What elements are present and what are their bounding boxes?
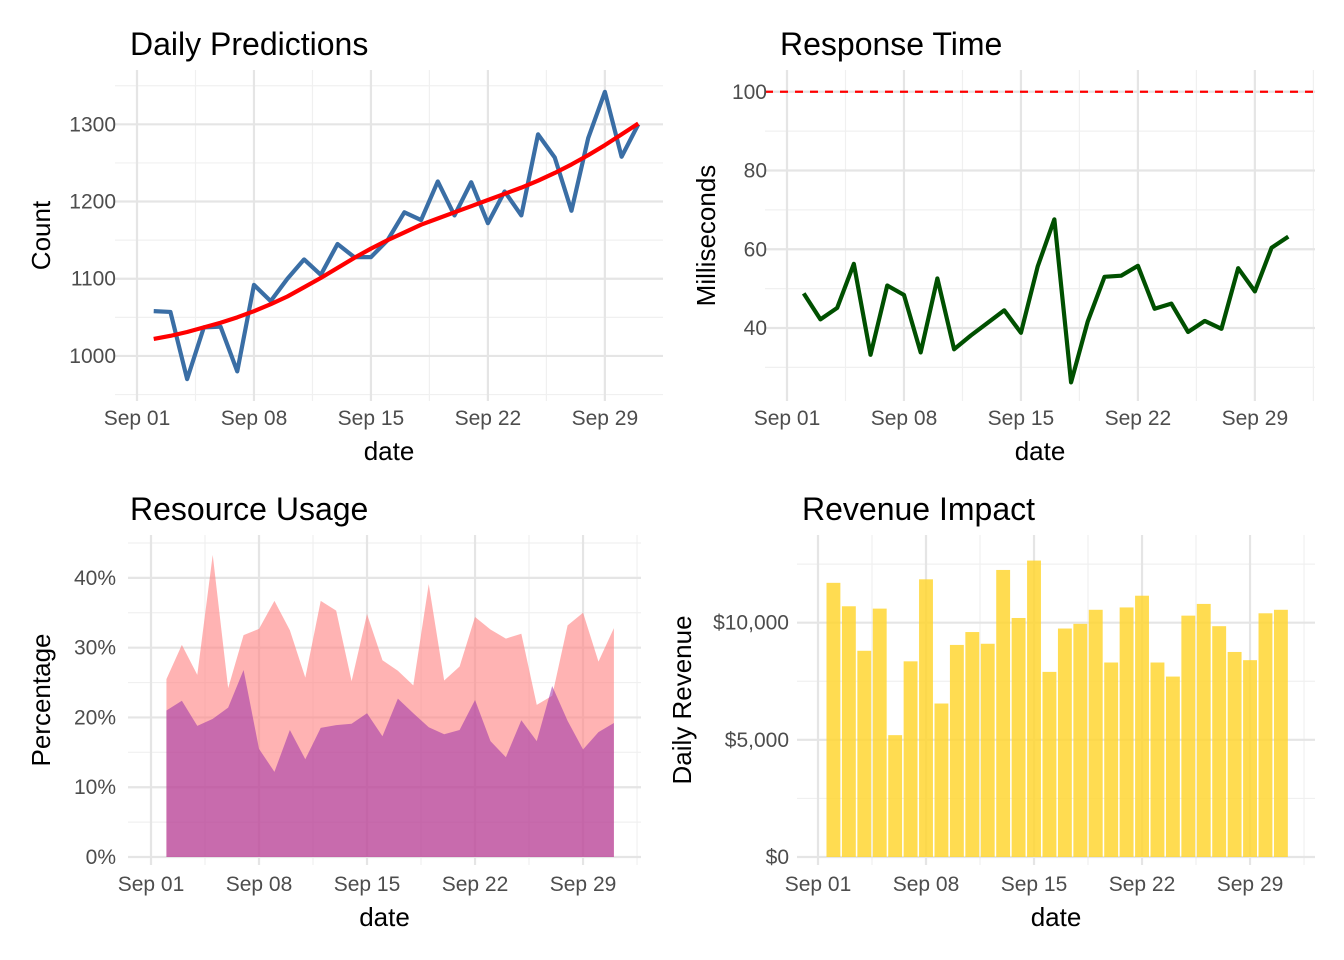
revenue-bar: [1119, 607, 1134, 857]
revenue-bar: [949, 644, 964, 857]
x-tick-label: Sep 15: [1001, 873, 1068, 896]
x-tick-label: Sep 29: [1217, 873, 1284, 896]
x-tick-label: Sep 08: [226, 873, 293, 896]
y-tick-label: 10%: [74, 776, 116, 799]
revenue-bar: [1227, 651, 1242, 857]
revenue-bar: [841, 606, 856, 857]
y-axis-label: Daily Revenue: [667, 615, 697, 784]
revenue-bar: [888, 735, 903, 857]
revenue-bar: [903, 661, 918, 857]
chart-title: Revenue Impact: [802, 491, 1035, 527]
x-tick-label: Sep 29: [1222, 407, 1289, 430]
revenue-bar: [1057, 628, 1072, 857]
chart-title: Response Time: [780, 26, 1002, 62]
revenue-bar: [919, 579, 933, 857]
revenue-bar: [1258, 613, 1273, 857]
revenue-bar: [1042, 671, 1057, 857]
revenue-bar: [996, 569, 1011, 857]
x-tick-label: Sep 22: [442, 873, 509, 896]
y-tick-label: 100: [732, 81, 767, 104]
chart-title: Resource Usage: [130, 491, 368, 527]
memory-area: [166, 670, 614, 857]
revenue-bar: [1196, 603, 1211, 857]
trend-line: [153, 121, 640, 342]
x-tick-label: Sep 22: [1105, 407, 1172, 430]
x-tick-label: Sep 01: [104, 407, 171, 430]
y-tick-label: 40%: [74, 567, 116, 590]
x-tick-label: Sep 15: [334, 873, 401, 896]
revenue-bar: [1212, 626, 1227, 857]
y-tick-label: 20%: [74, 706, 116, 729]
y-tick-label: $0: [766, 846, 789, 869]
x-tick-label: Sep 08: [893, 873, 960, 896]
x-axis-label: date: [1031, 902, 1082, 932]
y-tick-label: 0%: [86, 846, 116, 869]
x-tick-label: Sep 08: [871, 407, 938, 430]
x-tick-label: Sep 15: [988, 407, 1055, 430]
revenue-bar: [934, 703, 949, 857]
predictions-line: [153, 89, 641, 382]
revenue-bar: [980, 643, 995, 857]
revenue-bar: [1104, 662, 1119, 857]
revenue-bar: [965, 632, 980, 857]
x-tick-label: Sep 29: [572, 407, 639, 430]
revenue-bar: [872, 608, 887, 857]
y-tick-label: 30%: [74, 637, 116, 660]
x-tick-label: Sep 01: [118, 873, 185, 896]
revenue-bar: [1088, 609, 1103, 857]
revenue-bar: [1273, 609, 1288, 857]
y-tick-label: 80: [744, 160, 767, 183]
panel-response: Sep 01 Sep 08 Sep 15 Sep 22 Sep 29 40 60 80 100 R…: [691, 26, 1315, 466]
y-tick-label: 1200: [69, 191, 116, 214]
x-tick-label: Sep 29: [550, 873, 617, 896]
y-tick-label: 1000: [69, 345, 116, 368]
revenue-bar: [1027, 560, 1041, 857]
revenue-bar: [826, 582, 841, 857]
panel-predictions: Sep 01 Sep 08 Sep 15 Sep 22 Sep 29 1000 1100 12…: [26, 26, 663, 466]
y-axis-label: Percentage: [26, 634, 56, 767]
y-tick-label: 60: [744, 238, 767, 261]
revenue-bar: [1181, 615, 1196, 857]
x-tick-label: Sep 15: [338, 407, 405, 430]
revenue-bar: [1165, 676, 1180, 857]
revenue-bar: [1073, 623, 1088, 857]
y-tick-label: $10,000: [713, 612, 789, 635]
y-axis-label: Count: [26, 200, 56, 270]
revenue-bar: [1243, 660, 1257, 857]
revenue-bar: [1011, 617, 1026, 857]
y-tick-label: $5,000: [725, 729, 789, 752]
chart-title: Daily Predictions: [130, 26, 368, 62]
x-tick-label: Sep 08: [221, 407, 288, 430]
x-axis-label: date: [364, 436, 415, 466]
x-tick-label: Sep 22: [1109, 873, 1176, 896]
x-tick-label: Sep 01: [754, 407, 821, 430]
y-tick-label: 1300: [69, 113, 116, 136]
revenue-bar: [857, 650, 872, 857]
response-time-line: [801, 217, 1290, 385]
panel-resources: Sep 01 Sep 08 Sep 15 Sep 22 Sep 29 0% 10% 20% 30…: [26, 491, 641, 932]
revenue-bar: [1150, 662, 1165, 857]
panel-revenue: Sep 01 Sep 08 Sep 15 Sep 22 Sep 29 $0 $5,000 $1…: [667, 491, 1315, 932]
x-axis-label: date: [1015, 436, 1066, 466]
x-axis-label: date: [359, 902, 410, 932]
x-tick-label: Sep 22: [455, 407, 522, 430]
revenue-bar: [1135, 595, 1149, 857]
x-tick-label: Sep 01: [785, 873, 852, 896]
y-axis-label: Milliseconds: [691, 165, 721, 307]
y-tick-label: 1100: [71, 268, 116, 291]
y-tick-label: 40: [744, 317, 767, 340]
